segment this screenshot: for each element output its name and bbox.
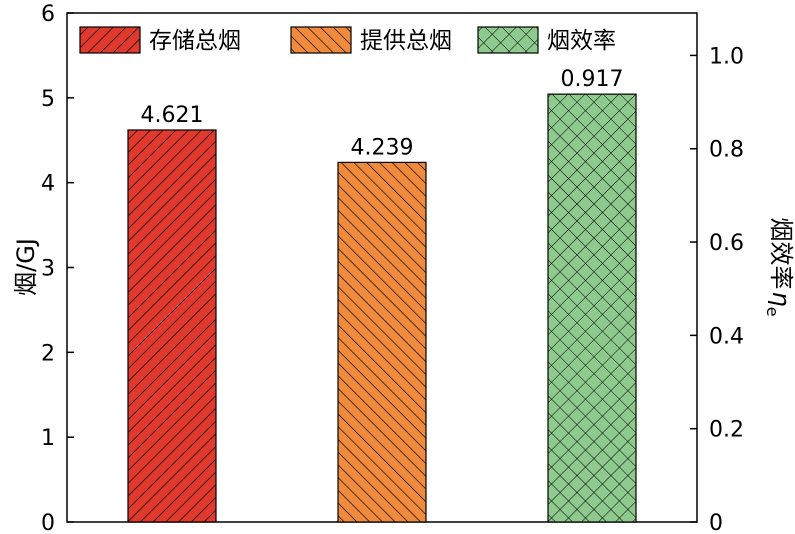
left-tick-label: 3 bbox=[41, 257, 55, 282]
right-axis-title-symbol: η bbox=[767, 291, 795, 306]
bar-value-label: 0.917 bbox=[561, 67, 624, 92]
left-tick-label: 6 bbox=[41, 2, 55, 27]
right-tick-label: 0 bbox=[709, 511, 723, 534]
left-axis-ticks: 0 1 2 3 4 5 6 bbox=[41, 2, 74, 534]
left-tick-label: 2 bbox=[41, 341, 55, 366]
bars-group: 4.621 4.239 0.917 bbox=[127, 67, 637, 523]
left-tick-label: 1 bbox=[41, 426, 55, 451]
left-axis-title: 烟/GJ bbox=[12, 238, 40, 296]
legend-label-3: 烟效率 bbox=[547, 28, 616, 54]
right-tick-label: 0.6 bbox=[709, 231, 744, 256]
bar-2 bbox=[337, 161, 427, 523]
right-axis-title-text: 烟效率 bbox=[767, 217, 795, 289]
legend: 存储总烟 提供总烟 烟效率 bbox=[79, 26, 616, 54]
left-tick-label: 5 bbox=[41, 87, 55, 112]
legend-swatch-1 bbox=[79, 26, 141, 54]
left-tick-label: 0 bbox=[41, 511, 55, 534]
bar-value-label: 4.621 bbox=[141, 103, 204, 128]
right-tick-label: 0.2 bbox=[709, 418, 744, 443]
right-tick-label: 0.4 bbox=[709, 324, 744, 349]
legend-label-2: 提供总烟 bbox=[360, 28, 452, 54]
legend-swatch-2 bbox=[290, 26, 352, 54]
right-tick-label: 1.0 bbox=[709, 44, 744, 69]
bar-3 bbox=[547, 93, 637, 523]
right-axis-ticks: 0 0.2 0.4 0.6 0.8 1.0 bbox=[690, 44, 744, 534]
right-tick-label: 0.8 bbox=[709, 138, 744, 163]
legend-label-1: 存储总烟 bbox=[149, 28, 241, 54]
right-axis-title-subscript: e bbox=[763, 307, 782, 317]
left-tick-label: 4 bbox=[41, 172, 55, 197]
bar-1 bbox=[127, 129, 217, 523]
bar-value-label: 4.239 bbox=[351, 135, 414, 160]
right-axis-title: 烟效率 ηe bbox=[763, 217, 795, 316]
legend-swatch-3 bbox=[477, 26, 539, 54]
